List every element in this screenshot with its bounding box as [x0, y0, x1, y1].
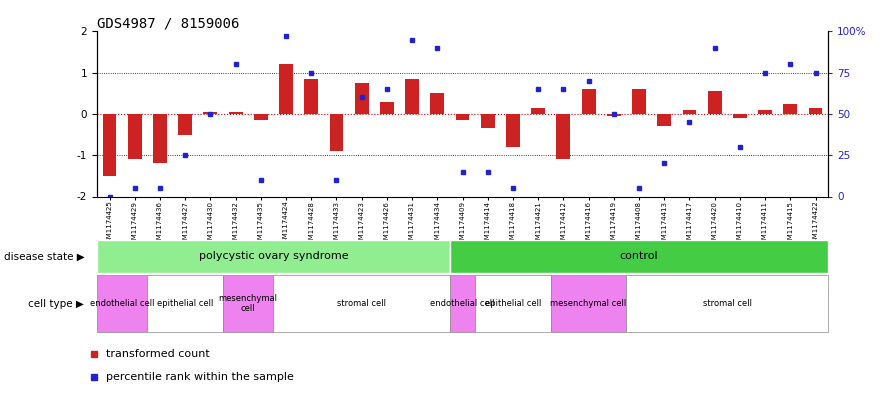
Text: stromal cell: stromal cell — [337, 299, 386, 308]
Bar — [97, 240, 450, 273]
Bar — [481, 114, 494, 129]
Text: cell type ▶: cell type ▶ — [28, 299, 85, 309]
Bar — [380, 101, 394, 114]
Bar — [273, 275, 450, 332]
Text: mesenchymal
cell: mesenchymal cell — [218, 294, 278, 313]
Bar — [455, 114, 470, 120]
Bar — [431, 94, 444, 114]
Bar — [204, 112, 218, 114]
Text: epithelial cell: epithelial cell — [157, 299, 213, 308]
Bar — [329, 114, 344, 151]
Bar — [153, 114, 167, 163]
Text: endothelial cell: endothelial cell — [430, 299, 495, 308]
Bar — [450, 275, 475, 332]
Bar — [304, 79, 318, 114]
Bar — [607, 114, 621, 116]
Bar — [102, 114, 116, 176]
Bar — [97, 275, 147, 332]
Bar — [475, 275, 551, 332]
Bar — [531, 108, 545, 114]
Bar — [450, 240, 828, 273]
Text: transformed count: transformed count — [106, 349, 210, 359]
Bar — [557, 114, 570, 160]
Bar — [809, 108, 823, 114]
Bar — [405, 79, 419, 114]
Bar — [551, 275, 626, 332]
Bar — [626, 275, 828, 332]
Bar — [733, 114, 747, 118]
Bar — [229, 112, 242, 114]
Text: percentile rank within the sample: percentile rank within the sample — [106, 372, 294, 382]
Bar — [683, 110, 696, 114]
Bar — [178, 114, 192, 134]
Bar — [128, 114, 142, 160]
Bar — [147, 275, 223, 332]
Text: mesenchymal cell: mesenchymal cell — [551, 299, 626, 308]
Bar — [355, 83, 368, 114]
Text: disease state ▶: disease state ▶ — [4, 252, 85, 261]
Bar — [279, 64, 293, 114]
Bar — [707, 91, 722, 114]
Text: GDS4987 / 8159006: GDS4987 / 8159006 — [97, 16, 240, 30]
Bar — [506, 114, 520, 147]
Bar — [223, 275, 273, 332]
Bar — [657, 114, 671, 127]
Bar — [783, 104, 797, 114]
Bar — [254, 114, 268, 120]
Bar — [632, 89, 646, 114]
Text: epithelial cell: epithelial cell — [485, 299, 541, 308]
Text: polycystic ovary syndrome: polycystic ovary syndrome — [198, 252, 348, 261]
Text: endothelial cell: endothelial cell — [90, 299, 154, 308]
Text: control: control — [619, 252, 658, 261]
Bar — [759, 110, 772, 114]
Text: stromal cell: stromal cell — [703, 299, 751, 308]
Bar — [581, 89, 596, 114]
